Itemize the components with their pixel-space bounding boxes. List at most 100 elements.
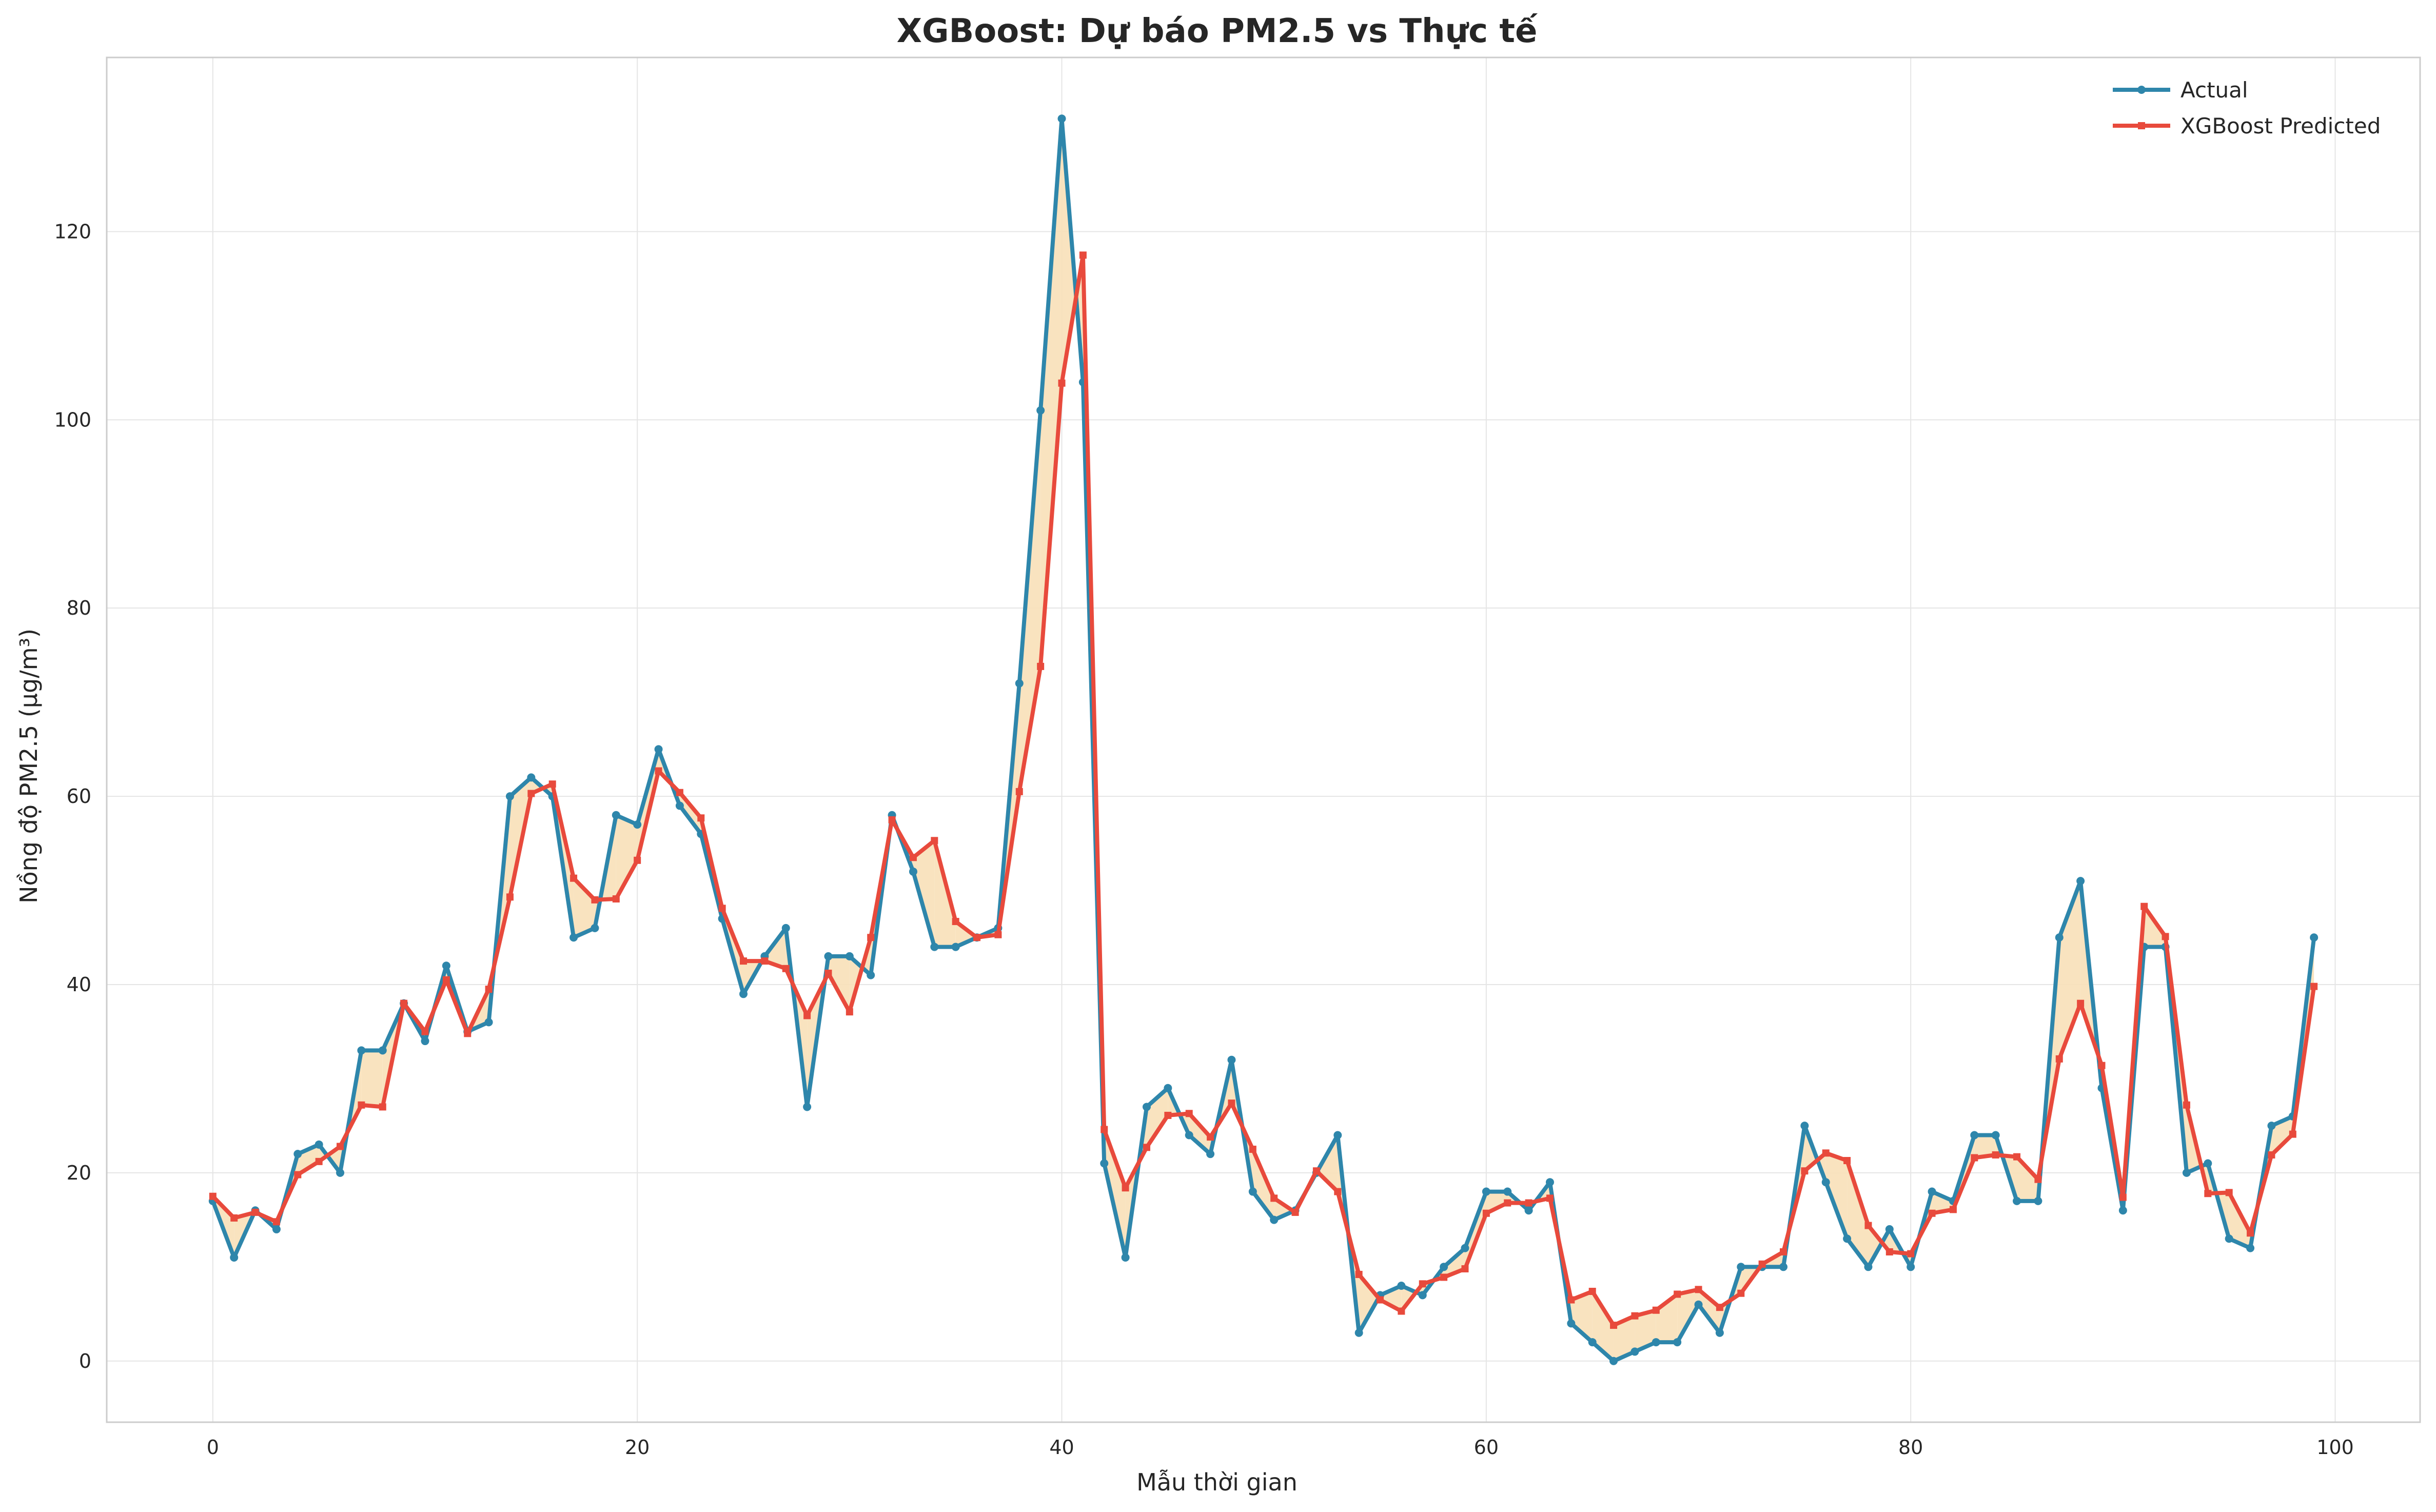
data-point	[1885, 1225, 1894, 1233]
error-band-segment	[616, 815, 638, 899]
data-point	[527, 773, 536, 782]
error-band-segment	[1932, 1191, 1953, 1213]
data-point	[2267, 1122, 2276, 1130]
data-point	[421, 1028, 429, 1035]
data-point	[1270, 1215, 1279, 1224]
data-point	[2268, 1151, 2275, 1159]
data-point	[952, 918, 959, 926]
legend-entry: Actual	[2113, 77, 2248, 103]
data-point	[1588, 1338, 1597, 1347]
data-point	[1864, 1263, 1873, 1271]
data-point	[1949, 1206, 1957, 1213]
data-point	[2098, 1062, 2106, 1069]
data-point	[1695, 1286, 1702, 1293]
data-point	[272, 1218, 280, 1226]
data-point	[2246, 1244, 2255, 1252]
data-point	[591, 924, 599, 932]
data-point	[1440, 1263, 1448, 1271]
series-predicted	[209, 251, 2318, 1329]
data-point	[1843, 1234, 1852, 1243]
data-point	[1800, 1122, 1809, 1130]
series-group	[208, 114, 2319, 1365]
error-band-segment	[1316, 1135, 1338, 1192]
data-point	[655, 767, 662, 775]
data-point	[1100, 1159, 1109, 1168]
data-point	[505, 792, 514, 801]
data-point	[1504, 1199, 1511, 1207]
data-point	[2055, 1055, 2063, 1063]
tick-labels: 0 20 40 60 80 100 0 20 40 60 80 100 120	[54, 220, 2353, 1459]
data-point	[2289, 1130, 2296, 1138]
y-tick-label: 120	[54, 220, 91, 243]
data-point	[634, 856, 641, 864]
data-point	[294, 1171, 302, 1179]
data-point	[1822, 1149, 1830, 1157]
x-tick-label: 100	[2316, 1436, 2354, 1459]
error-band-segment	[1486, 1191, 1508, 1213]
legend-label: Actual	[2180, 77, 2248, 103]
data-point	[1482, 1209, 1490, 1217]
data-point	[697, 814, 705, 822]
data-point	[2034, 1175, 2042, 1183]
data-point	[867, 971, 875, 979]
data-point	[1227, 1055, 1236, 1064]
data-point	[930, 942, 939, 951]
x-tick-label: 0	[207, 1436, 219, 1459]
data-point	[1312, 1167, 1320, 1175]
data-point	[1715, 1328, 1724, 1337]
error-band-segment	[1698, 1289, 1720, 1333]
data-point	[591, 896, 599, 904]
error-band-segment	[849, 937, 871, 1012]
y-tick-label: 0	[79, 1350, 91, 1372]
error-band-segment	[1825, 1153, 1848, 1239]
data-point	[1779, 1248, 1787, 1255]
data-point	[464, 1030, 472, 1037]
data-point	[336, 1168, 345, 1177]
data-point	[2310, 983, 2318, 990]
data-point	[251, 1208, 259, 1216]
data-point	[230, 1214, 238, 1222]
data-point	[888, 816, 896, 823]
data-point	[1609, 1357, 1618, 1365]
data-point	[1142, 1103, 1151, 1111]
data-point	[782, 965, 790, 972]
data-point	[1440, 1273, 1448, 1281]
data-point	[654, 745, 663, 754]
data-point	[846, 1008, 853, 1016]
error-band-segment	[1168, 1088, 1189, 1135]
data-point	[1524, 1206, 1533, 1215]
data-point	[358, 1101, 365, 1109]
data-point	[1334, 1188, 1342, 1195]
data-point	[484, 1018, 493, 1027]
data-point	[442, 976, 450, 984]
data-point	[1354, 1328, 1363, 1337]
data-point	[909, 854, 917, 861]
data-point	[675, 801, 684, 810]
data-point	[1928, 1209, 1936, 1217]
data-point	[1164, 1084, 1172, 1092]
data-point	[1482, 1187, 1490, 1196]
data-point	[612, 811, 620, 819]
data-point	[739, 990, 748, 998]
data-point	[2162, 933, 2169, 940]
error-band-segment	[1380, 1286, 1402, 1311]
data-point	[1248, 1187, 1257, 1196]
data-point	[315, 1157, 323, 1165]
data-point	[951, 942, 960, 951]
data-point	[209, 1192, 217, 1200]
error-band-segment	[1189, 1113, 1211, 1154]
data-point	[1991, 1131, 2000, 1140]
x-tick-label: 60	[1474, 1436, 1499, 1459]
legend-marker	[2138, 122, 2145, 129]
series-line	[211, 253, 2316, 1327]
data-point	[1143, 1144, 1150, 1151]
data-point	[1206, 1150, 1215, 1158]
data-point	[803, 1103, 812, 1111]
data-point	[1652, 1338, 1660, 1347]
data-point	[740, 957, 748, 965]
y-tick-label: 40	[67, 973, 91, 996]
data-point	[337, 1143, 344, 1150]
data-point	[1843, 1157, 1851, 1165]
data-point	[1037, 662, 1045, 670]
chart-title: XGBoost: Dự báo PM2.5 vs Thực tế	[897, 12, 1538, 50]
